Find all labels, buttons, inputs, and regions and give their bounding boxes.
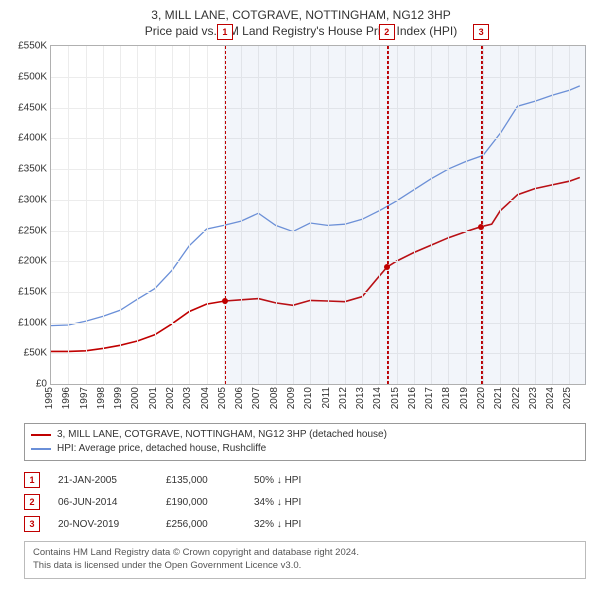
legend: 3, MILL LANE, COTGRAVE, NOTTINGHAM, NG12… [24, 423, 586, 461]
legend-item-hpi: HPI: Average price, detached house, Rush… [31, 442, 579, 456]
transaction-marker-2: 2 [24, 494, 40, 510]
y-tick-label: £350K [18, 164, 51, 175]
x-tick-label: 2021 [493, 387, 504, 409]
legend-swatch-hpi [31, 448, 51, 450]
y-tick-label: £400K [18, 133, 51, 144]
x-tick-label: 1999 [113, 387, 124, 409]
legend-swatch-price-paid [31, 434, 51, 436]
x-tick-label: 2019 [459, 387, 470, 409]
x-tick-label: 2018 [441, 387, 452, 409]
ownership-band [481, 46, 586, 384]
sale-dot-3 [478, 224, 484, 230]
x-tick-label: 2000 [130, 387, 141, 409]
sale-marker-3: 3 [473, 24, 489, 40]
ownership-band [225, 46, 389, 384]
title-address: 3, MILL LANE, COTGRAVE, NOTTINGHAM, NG12… [10, 8, 592, 24]
table-row: 2 06-JUN-2014 £190,000 34% ↓ HPI [24, 491, 586, 513]
x-tick-label: 1997 [79, 387, 90, 409]
x-tick-label: 2004 [200, 387, 211, 409]
y-tick-label: £150K [18, 287, 51, 298]
x-tick-label: 2012 [338, 387, 349, 409]
sale-dot-2 [384, 264, 390, 270]
y-tick-label: £100K [18, 317, 51, 328]
page-root: 3, MILL LANE, COTGRAVE, NOTTINGHAM, NG12… [0, 0, 600, 590]
transaction-date: 21-JAN-2005 [58, 475, 148, 486]
footer-line-2: This data is licensed under the Open Gov… [33, 560, 577, 573]
y-tick-label: £300K [18, 194, 51, 205]
transaction-price: £135,000 [166, 475, 236, 486]
transaction-marker-3: 3 [24, 516, 40, 532]
transaction-diff: 32% ↓ HPI [254, 519, 344, 530]
x-tick-label: 2003 [182, 387, 193, 409]
plot-region: £0£50K£100K£150K£200K£250K£300K£350K£400… [50, 45, 586, 385]
x-tick-label: 2022 [511, 387, 522, 409]
legend-item-price-paid: 3, MILL LANE, COTGRAVE, NOTTINGHAM, NG12… [31, 428, 579, 442]
y-tick-label: £250K [18, 225, 51, 236]
attribution-footer: Contains HM Land Registry data © Crown c… [24, 541, 586, 579]
y-tick-label: £50K [24, 348, 51, 359]
x-tick-label: 1995 [44, 387, 55, 409]
x-tick-label: 2025 [562, 387, 573, 409]
sale-marker-1: 1 [217, 24, 233, 40]
x-tick-label: 2008 [269, 387, 280, 409]
transaction-date: 20-NOV-2019 [58, 519, 148, 530]
title-subtitle: Price paid vs. HM Land Registry's House … [10, 24, 592, 40]
y-tick-label: £450K [18, 102, 51, 113]
x-tick-label: 2002 [165, 387, 176, 409]
x-tick-label: 2001 [148, 387, 159, 409]
y-tick-label: £550K [18, 41, 51, 52]
x-tick-label: 2015 [390, 387, 401, 409]
legend-label-price-paid: 3, MILL LANE, COTGRAVE, NOTTINGHAM, NG12… [57, 428, 387, 442]
x-tick-label: 1996 [61, 387, 72, 409]
transaction-diff: 50% ↓ HPI [254, 475, 344, 486]
sale-marker-2: 2 [379, 24, 395, 40]
transaction-price: £256,000 [166, 519, 236, 530]
x-tick-label: 2013 [355, 387, 366, 409]
x-tick-label: 2020 [476, 387, 487, 409]
x-axis-labels: 1995199619971998199920002001200220032004… [50, 387, 586, 419]
x-tick-label: 2017 [424, 387, 435, 409]
legend-label-hpi: HPI: Average price, detached house, Rush… [57, 442, 266, 456]
x-tick-label: 2005 [217, 387, 228, 409]
table-row: 1 21-JAN-2005 £135,000 50% ↓ HPI [24, 469, 586, 491]
transaction-diff: 34% ↓ HPI [254, 497, 344, 508]
chart-area: £0£50K£100K£150K£200K£250K£300K£350K£400… [50, 45, 586, 385]
chart-title: 3, MILL LANE, COTGRAVE, NOTTINGHAM, NG12… [10, 8, 592, 39]
transaction-table: 1 21-JAN-2005 £135,000 50% ↓ HPI 2 06-JU… [24, 469, 586, 535]
x-tick-label: 2007 [251, 387, 262, 409]
x-tick-label: 2011 [321, 387, 332, 409]
table-row: 3 20-NOV-2019 £256,000 32% ↓ HPI [24, 513, 586, 535]
y-tick-label: £500K [18, 71, 51, 82]
transaction-marker-1: 1 [24, 472, 40, 488]
ownership-band [387, 46, 483, 384]
x-tick-label: 2023 [528, 387, 539, 409]
y-tick-label: £200K [18, 256, 51, 267]
x-tick-label: 1998 [96, 387, 107, 409]
x-tick-label: 2006 [234, 387, 245, 409]
x-tick-label: 2009 [286, 387, 297, 409]
x-tick-label: 2016 [407, 387, 418, 409]
x-tick-label: 2010 [303, 387, 314, 409]
x-tick-label: 2024 [545, 387, 556, 409]
x-tick-label: 2014 [372, 387, 383, 409]
footer-line-1: Contains HM Land Registry data © Crown c… [33, 547, 577, 560]
sale-dot-1 [222, 298, 228, 304]
transaction-price: £190,000 [166, 497, 236, 508]
transaction-date: 06-JUN-2014 [58, 497, 148, 508]
